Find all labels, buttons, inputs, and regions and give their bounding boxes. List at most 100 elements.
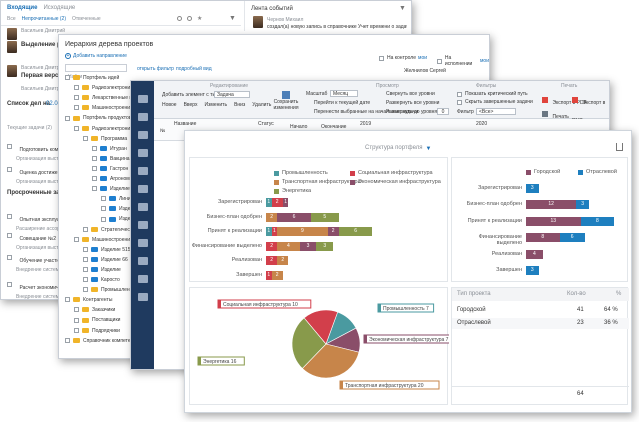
- message-item[interactable]: Васильев Дмитрий: [7, 86, 237, 98]
- full-view-link[interactable]: подробный вид: [176, 66, 212, 72]
- tree-item[interactable]: Программа: [83, 136, 127, 142]
- tree-checkbox[interactable]: [74, 105, 79, 111]
- bar-segment[interactable]: 2: [271, 271, 283, 280]
- nav-item[interactable]: [131, 131, 154, 139]
- save-button[interactable]: Сохранить изменения: [272, 91, 300, 111]
- bar-segment[interactable]: 1: [266, 227, 272, 237]
- expand-all-button[interactable]: Развернуть все уровни: [386, 100, 440, 106]
- export-pdf-button[interactable]: Экспорт в PDF: [542, 91, 587, 109]
- filter-icon[interactable]: ▼: [425, 145, 432, 152]
- bar-segment[interactable]: 2: [266, 256, 278, 266]
- new-button[interactable]: Новое: [162, 102, 177, 108]
- edit-button[interactable]: Изменить: [204, 102, 228, 108]
- tree-checkbox[interactable]: [65, 75, 70, 81]
- tree-item[interactable]: Итуран: [92, 146, 127, 152]
- event-user[interactable]: Чернов Михаил: [267, 17, 304, 23]
- bar-segment[interactable]: 4: [277, 241, 300, 251]
- tree-checkbox[interactable]: [65, 297, 70, 303]
- tree-checkbox[interactable]: [65, 115, 70, 121]
- task-checkbox[interactable]: [7, 167, 12, 173]
- bar-segment[interactable]: 3: [576, 200, 589, 210]
- task-checkbox[interactable]: [7, 255, 12, 261]
- tree-item[interactable]: Заказчики: [74, 307, 115, 313]
- on-execution-filter[interactable]: На исполнении мои: [437, 55, 489, 67]
- tree-item[interactable]: Лекарственные препараты: [74, 95, 154, 101]
- critical-path-checkbox[interactable]: [457, 91, 462, 97]
- tree-item[interactable]: Поставщики: [74, 317, 120, 323]
- nav-item[interactable]: [131, 149, 154, 157]
- bar-segment[interactable]: 2: [266, 241, 278, 251]
- nav-item[interactable]: [131, 113, 154, 121]
- collapse-all-button[interactable]: Свернуть все уровни: [386, 91, 435, 97]
- tree-item[interactable]: Подрядчики: [74, 328, 120, 334]
- tree-item[interactable]: Портфель продуктов: [65, 115, 131, 121]
- tree-item[interactable]: Промышленные: [83, 287, 139, 293]
- nav-item[interactable]: [131, 167, 154, 175]
- tree-item[interactable]: Изделие: [92, 186, 130, 192]
- tree-item[interactable]: Машиностроение: [74, 237, 133, 243]
- tree-item[interactable]: Портфель идей: [65, 75, 119, 81]
- hide-done-checkbox[interactable]: [457, 99, 462, 105]
- tab-outbox[interactable]: Исходящие: [43, 5, 76, 11]
- tree-item[interactable]: Изделие: [101, 216, 139, 222]
- tree-item[interactable]: Машиностроение: [74, 105, 133, 111]
- pie-slice[interactable]: [303, 309, 339, 345]
- message-item[interactable]: Выделение ресурсов: [7, 41, 237, 65]
- tree-item[interactable]: Вакцина: [92, 156, 130, 162]
- on-control-checkbox[interactable]: [379, 55, 384, 61]
- nav-item[interactable]: [131, 185, 154, 193]
- nav-item[interactable]: [131, 257, 154, 265]
- on-control-filter[interactable]: На контроле мои: [379, 55, 427, 61]
- bar-segment[interactable]: 3: [526, 184, 539, 193]
- tree-item[interactable]: Радиоэлектроника: [74, 85, 135, 91]
- tree-checkbox[interactable]: [74, 125, 79, 131]
- task-item[interactable]: Обучение участников Внедрение системы: [7, 249, 70, 273]
- task-item[interactable]: Подготовить коммерческое Организация выс…: [7, 138, 83, 162]
- goto-today-button[interactable]: Перейти к текущей дате: [314, 100, 371, 106]
- bar-segment[interactable]: 3: [316, 241, 334, 251]
- bar-segment[interactable]: 9: [277, 227, 328, 237]
- tree-checkbox[interactable]: [83, 287, 88, 293]
- table-row[interactable]: Городской 41 64 %: [452, 305, 629, 316]
- tree-checkbox[interactable]: [92, 155, 97, 161]
- tree-checkbox[interactable]: [92, 176, 97, 182]
- delete-button[interactable]: Удалить: [252, 102, 272, 108]
- on-execution-checkbox[interactable]: [437, 58, 442, 64]
- filter-all[interactable]: Все: [7, 16, 16, 22]
- goto-start-button[interactable]: Перенести выбранные на начальные задачи: [314, 109, 419, 115]
- tree-item[interactable]: Контрагенты: [65, 297, 112, 303]
- show-critical-path[interactable]: Показать критический путь: [457, 91, 528, 97]
- tree-checkbox[interactable]: [74, 327, 79, 333]
- bar-segment[interactable]: 13: [526, 216, 581, 226]
- add-direction-button[interactable]: + Добавить направление: [65, 53, 127, 59]
- tree-item[interactable]: Изделие 515: [83, 247, 131, 253]
- bar-segment[interactable]: 2: [266, 212, 278, 222]
- tree-item[interactable]: Изделие 66: [83, 257, 128, 263]
- clock-icon[interactable]: [187, 16, 192, 21]
- tab-inbox[interactable]: Входящие: [7, 5, 38, 11]
- share-icon[interactable]: [616, 143, 623, 151]
- message-item[interactable]: Васильев Дмитрий Первая версия рабочей: [7, 63, 237, 85]
- tree-checkbox[interactable]: [83, 226, 88, 232]
- scale-select[interactable]: Месяц: [330, 90, 358, 97]
- bar-segment[interactable]: 1: [282, 198, 289, 207]
- tree-checkbox[interactable]: [83, 135, 88, 141]
- task-item[interactable]: Оценка достижения Организация выставки: [7, 161, 69, 185]
- nav-item[interactable]: [131, 275, 154, 283]
- tasks-date[interactable]: 02.08.2: [46, 101, 67, 107]
- on-control-link[interactable]: мои: [418, 55, 428, 61]
- bar-segment[interactable]: 2: [327, 227, 339, 237]
- tree-checkbox[interactable]: [83, 256, 88, 262]
- tree-item[interactable]: Изделие: [101, 206, 139, 212]
- tree-checkbox[interactable]: [74, 236, 79, 242]
- inbox-filter-icon[interactable]: ▼: [229, 15, 236, 22]
- level-input[interactable]: 0: [437, 108, 449, 115]
- legend-item[interactable]: Транспортная инфраструктура: [274, 179, 361, 185]
- print-button[interactable]: Печать: [542, 105, 569, 123]
- task-checkbox[interactable]: [7, 214, 12, 220]
- tree-checkbox[interactable]: [101, 216, 106, 222]
- task-type-select[interactable]: Задача: [214, 91, 250, 98]
- tree-checkbox[interactable]: [83, 246, 88, 252]
- tree-checkbox[interactable]: [65, 337, 70, 343]
- task-checkbox[interactable]: [7, 233, 12, 239]
